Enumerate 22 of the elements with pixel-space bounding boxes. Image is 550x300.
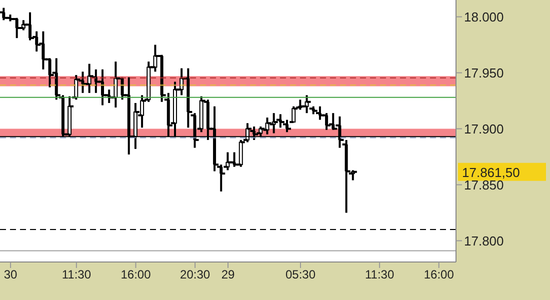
x-tick-label: 29 bbox=[221, 268, 235, 282]
x-tick-label: 20:30 bbox=[180, 268, 210, 282]
y-tick-label: 17.950 bbox=[464, 65, 504, 80]
candlestick bbox=[48, 57, 52, 88]
x-tick-label: 16:00 bbox=[120, 268, 152, 282]
x-tick-label: 05:30 bbox=[285, 268, 316, 282]
candlestick bbox=[54, 57, 58, 101]
y-tick-label: 17.800 bbox=[464, 233, 504, 248]
x-tick-label: 11:30 bbox=[364, 268, 394, 282]
x-tick-label: 16:00 bbox=[424, 268, 454, 282]
candlestick bbox=[15, 16, 18, 40]
x-tick-label: 30 bbox=[4, 268, 18, 282]
candlestick bbox=[28, 11, 32, 42]
text: 17.861,50 bbox=[462, 164, 520, 180]
candlestick bbox=[140, 94, 144, 129]
y-tick-label: 17.850 bbox=[464, 177, 504, 192]
y-tick-label: 18.000 bbox=[464, 9, 504, 24]
candlestick bbox=[292, 105, 296, 124]
y-tick-label: 17.900 bbox=[464, 121, 504, 136]
candlestick bbox=[42, 30, 45, 70]
x-tick-label: 11:30 bbox=[62, 268, 92, 282]
candlestick bbox=[238, 138, 243, 168]
